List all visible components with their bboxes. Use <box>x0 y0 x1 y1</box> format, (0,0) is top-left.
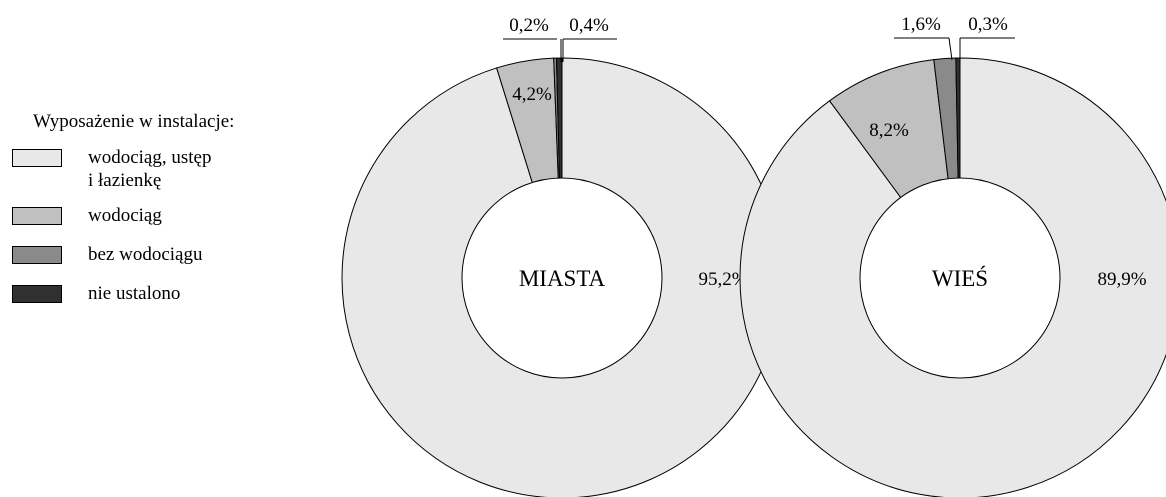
donut-miasta-center-title: MIASTA <box>519 266 606 291</box>
donut-wies-center-title: WIEŚ <box>932 265 988 291</box>
legend: Wyposażenie w instalacje: wodociąg, ustę… <box>0 0 320 497</box>
legend-swatch-undetermined <box>12 285 62 303</box>
donut-miasta-label-2: 0,2% <box>509 15 549 36</box>
donut-miasta: MIASTA 95,2% 4,2% 0,2% 0,4% <box>341 15 783 497</box>
donut-wies-callout-tick-2 <box>948 37 953 61</box>
donut-wies-label-3: 0,3% <box>968 14 1008 35</box>
legend-label-full-equipment: wodociąg, ustęp i łazienkę <box>88 147 212 191</box>
legend-label-no-water-supply: bez wodociągu <box>88 244 203 265</box>
donut-miasta-label-1: 4,2% <box>512 84 552 105</box>
donut-wies-label-0: 89,9% <box>1097 269 1146 290</box>
donut-wies: WIEŚ 89,9% 8,2% 1,6% 0,3% <box>739 14 1166 497</box>
donut-miasta-hole <box>461 177 663 379</box>
legend-swatch-full-equipment <box>12 149 62 167</box>
legend-title: Wyposażenie w instalacje: <box>33 111 235 132</box>
donut-miasta-label-3: 0,4% <box>569 15 609 36</box>
donut-miasta-label-0: 95,2% <box>698 269 747 290</box>
donut-wies-label-1: 8,2% <box>869 120 909 141</box>
legend-swatch-no-water-supply <box>12 246 62 264</box>
legend-swatch-water-supply <box>12 207 62 225</box>
donut-wies-hole <box>859 177 1061 379</box>
legend-label-undetermined: nie ustalono <box>88 283 181 304</box>
donut-wies-label-2: 1,6% <box>901 14 941 35</box>
legend-label-water-supply: wodociąg <box>88 205 162 226</box>
